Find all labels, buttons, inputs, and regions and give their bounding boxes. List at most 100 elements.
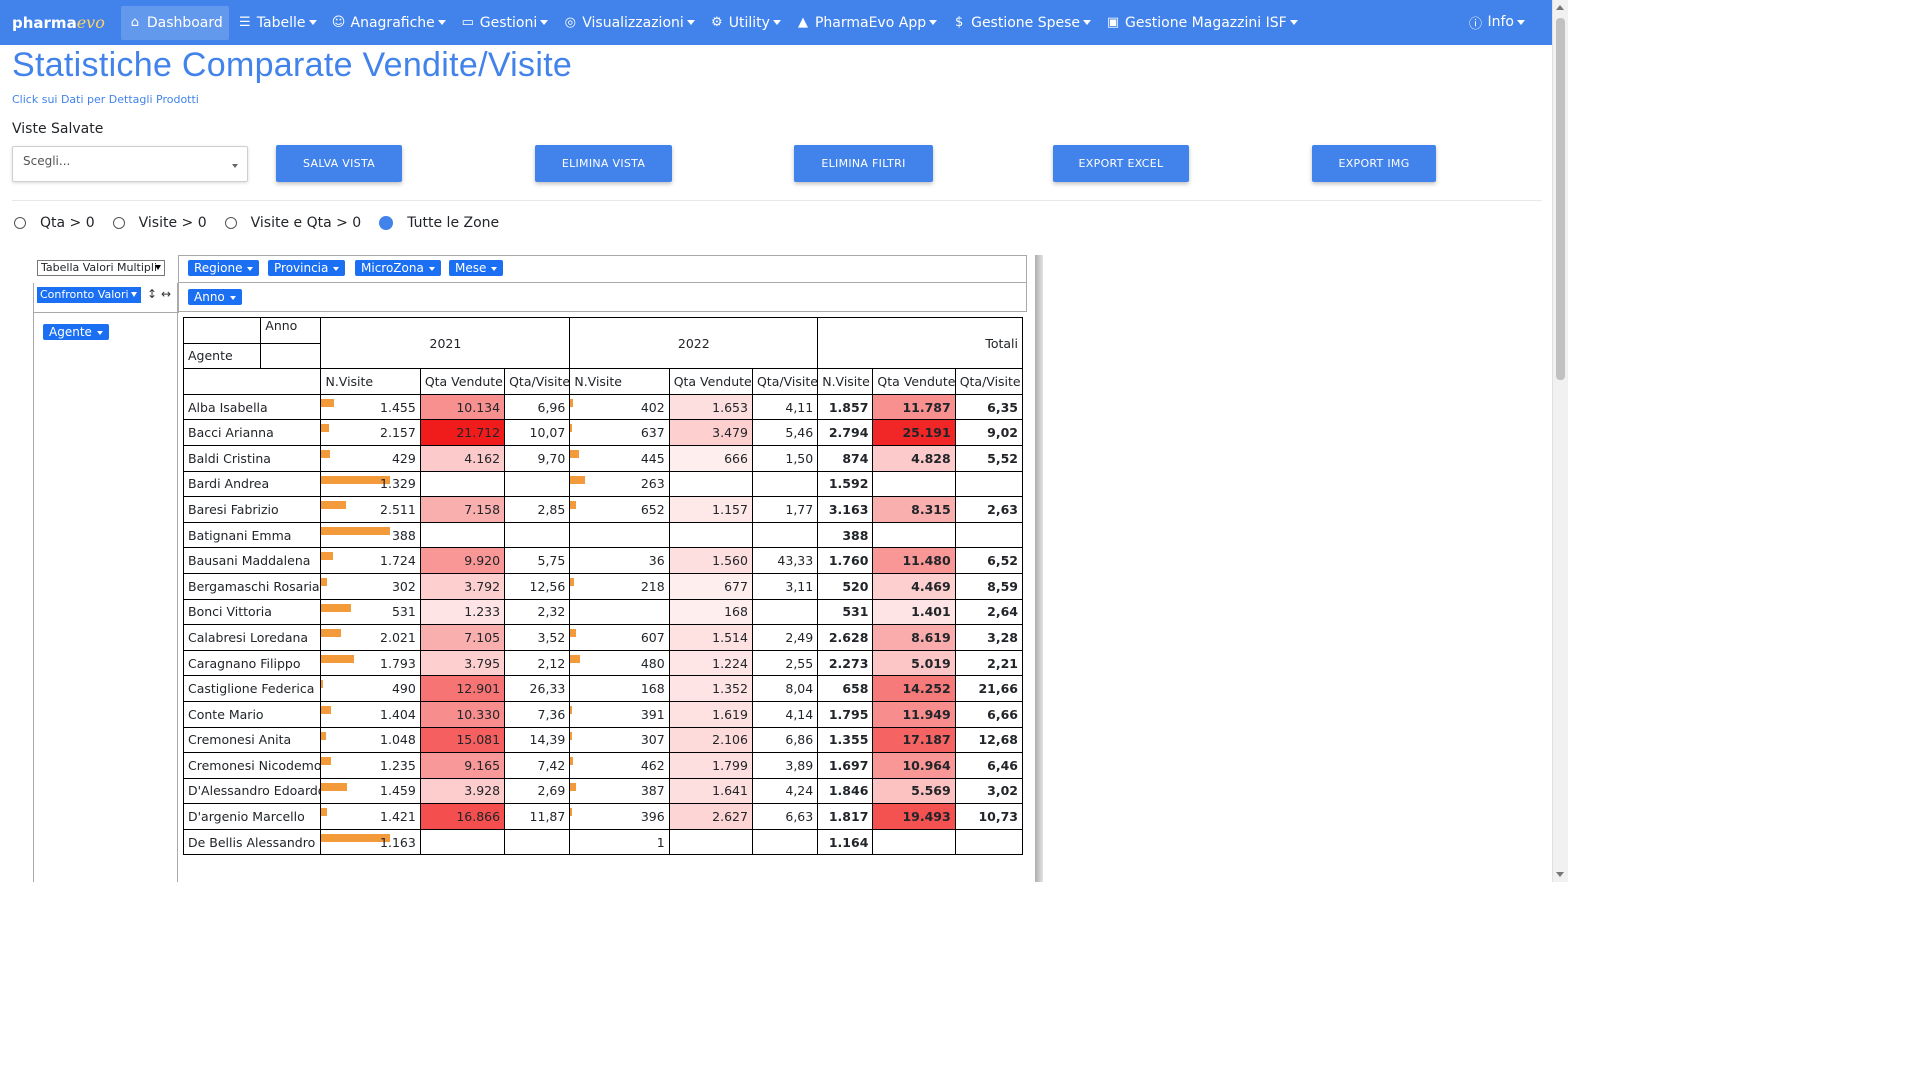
table-cell[interactable] (751, 521, 819, 549)
radio-unchecked-icon[interactable] (14, 217, 26, 229)
scroll-up-icon[interactable] (1556, 5, 1564, 10)
table-cell[interactable]: 1.760 (817, 547, 874, 574)
agent-name[interactable]: Conte Mario (182, 700, 322, 728)
table-cell[interactable]: 531 (817, 598, 874, 626)
table-cell[interactable]: 3.928 (419, 777, 506, 805)
table-cell[interactable]: 26,33 (504, 675, 571, 702)
agent-name[interactable]: Caragnano Filippo (182, 649, 322, 677)
table-cell[interactable]: 2,32 (504, 598, 571, 626)
table-cell[interactable] (504, 470, 571, 498)
table-cell[interactable]: 3.795 (419, 649, 506, 677)
agent-name[interactable]: Alba Isabella (182, 393, 322, 421)
table-row[interactable]: Bergamaschi Rosaria 302 3.792 12,56 218 677 3,… (182, 572, 1024, 600)
table-cell[interactable]: 17.187 (872, 726, 956, 754)
scroll-down-icon[interactable] (1556, 872, 1564, 877)
agent-name[interactable]: Castiglione Federica (182, 675, 322, 702)
table-cell[interactable]: 12.901 (419, 675, 506, 702)
table-cell[interactable]: 1.224 (668, 649, 753, 677)
scroll-thumb[interactable] (1556, 18, 1565, 380)
table-cell[interactable]: 6,63 (751, 803, 819, 830)
delete-view-button[interactable]: ELIMINA VISTA (535, 145, 672, 182)
table-cell[interactable]: 11.480 (872, 547, 956, 574)
table-cell[interactable]: 2,64 (954, 598, 1024, 626)
table-cell[interactable]: 14.252 (872, 675, 956, 702)
table-cell[interactable] (668, 470, 753, 498)
table-cell[interactable]: 36 (569, 547, 670, 574)
table-cell[interactable] (751, 828, 819, 856)
table-cell[interactable]: 2,21 (954, 649, 1024, 677)
table-cell[interactable]: 2,63 (954, 496, 1024, 523)
table-cell[interactable]: 10,73 (954, 803, 1024, 830)
table-cell[interactable]: 5,75 (504, 547, 571, 574)
table-cell[interactable]: 1.329 (320, 470, 421, 498)
table-row[interactable]: Bardi Andrea 1.329 263 1.592 (182, 470, 1024, 498)
table-cell[interactable]: 1.560 (668, 547, 753, 574)
agent-name[interactable]: Cremonesi Anita (182, 726, 322, 754)
agent-name[interactable]: D'Alessandro Edoardo (182, 777, 322, 805)
table-cell[interactable]: 4.469 (872, 572, 956, 600)
table-cell[interactable]: 1.163 (320, 828, 421, 856)
table-cell[interactable]: 10.330 (419, 700, 506, 728)
table-cell[interactable]: 1.235 (320, 752, 421, 779)
nav-visualizzazioni[interactable]: ◎ Visualizzazioni (556, 6, 701, 40)
table-cell[interactable]: 1.459 (320, 777, 421, 805)
table-cell[interactable]: 396 (569, 803, 670, 830)
table-cell[interactable]: 1.421 (320, 803, 421, 830)
table-row[interactable]: D'argenio Marcello 1.421 16.866 11,87 396 2.6… (182, 803, 1024, 830)
agent-name[interactable]: Bergamaschi Rosaria (182, 572, 322, 600)
table-cell[interactable]: 7.158 (419, 496, 506, 523)
table-cell[interactable]: 11.787 (872, 393, 956, 421)
table-cell[interactable] (569, 598, 670, 626)
table-cell[interactable]: 2,85 (504, 496, 571, 523)
table-row[interactable]: Batignani Emma 388 388 (182, 521, 1024, 549)
table-row[interactable]: Cremonesi Nicodemo 1.235 9.165 7,42 462 1.799… (182, 752, 1024, 779)
table-cell[interactable]: 1 (569, 828, 670, 856)
table-cell[interactable]: 607 (569, 624, 670, 651)
saved-views-select[interactable]: Scegli... (12, 146, 248, 182)
table-cell[interactable] (668, 828, 753, 856)
table-cell[interactable]: 520 (817, 572, 874, 600)
table-row[interactable]: D'Alessandro Edoardo 1.459 3.928 2,69 387 1.6… (182, 777, 1024, 805)
vertical-scrollbar[interactable] (1552, 0, 1568, 882)
table-cell[interactable]: 168 (668, 598, 753, 626)
table-cell[interactable]: 2.273 (817, 649, 874, 677)
table-cell[interactable]: 2,12 (504, 649, 571, 677)
table-cell[interactable] (419, 521, 506, 549)
table-cell[interactable]: 1.724 (320, 547, 421, 574)
table-cell[interactable]: 429 (320, 444, 421, 472)
table-row[interactable]: Bacci Arianna 2.157 21.712 10,07 637 3.479 5,4… (182, 419, 1024, 446)
table-cell[interactable]: 302 (320, 572, 421, 600)
table-row[interactable]: Caragnano Filippo 1.793 3.795 2,12 480 1.224 2… (182, 649, 1024, 677)
table-cell[interactable]: 2.106 (668, 726, 753, 754)
table-cell[interactable]: 3.479 (668, 419, 753, 446)
nav-gestione-magazzini-isf[interactable]: ▣ Gestione Magazzini ISF (1099, 6, 1304, 40)
table-cell[interactable]: 658 (817, 675, 874, 702)
table-cell[interactable]: 218 (569, 572, 670, 600)
table-cell[interactable]: 3,11 (751, 572, 819, 600)
table-cell[interactable]: 1.619 (668, 700, 753, 728)
table-cell[interactable] (872, 470, 956, 498)
table-row[interactable]: Bausani Maddalena 1.724 9.920 5,75 36 1.560 43… (182, 547, 1024, 574)
table-row[interactable]: Conte Mario 1.404 10.330 7,36 391 1.619 4,14 1.… (182, 700, 1024, 728)
table-cell[interactable]: 1.793 (320, 649, 421, 677)
agent-name[interactable]: Batignani Emma (182, 521, 322, 549)
table-cell[interactable] (504, 828, 571, 856)
nav-pharmaevo-app[interactable]: ▲ PharmaEvo App (789, 6, 943, 40)
nav-gestione-spese[interactable]: $ Gestione Spese (945, 6, 1097, 40)
table-cell[interactable]: 4,14 (751, 700, 819, 728)
table-cell[interactable]: 43,33 (751, 547, 819, 574)
table-cell[interactable]: 6,35 (954, 393, 1024, 421)
table-cell[interactable]: 1.048 (320, 726, 421, 754)
table-cell[interactable]: 263 (569, 470, 670, 498)
table-cell[interactable] (954, 521, 1024, 549)
table-cell[interactable]: 1.846 (817, 777, 874, 805)
table-cell[interactable]: 1,50 (751, 444, 819, 472)
sort-rows-icon[interactable]: ↕ (147, 287, 158, 301)
table-cell[interactable]: 1.697 (817, 752, 874, 779)
table-cell[interactable]: 3.163 (817, 496, 874, 523)
agent-name[interactable]: Baldi Cristina (182, 444, 322, 472)
agent-name[interactable]: Calabresi Loredana (182, 624, 322, 651)
table-cell[interactable]: 480 (569, 649, 670, 677)
table-cell[interactable]: 15.081 (419, 726, 506, 754)
table-cell[interactable] (668, 521, 753, 549)
